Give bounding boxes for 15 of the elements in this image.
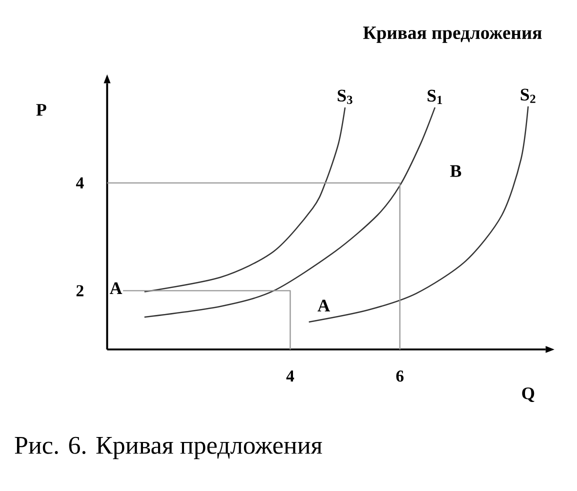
chart-title: Кривая предложения <box>363 26 542 43</box>
series-label: S$_{2}$ <box>520 88 536 103</box>
text: Рис. 6. Кривая предложения <box>14 436 322 459</box>
y-tick-label: 2 <box>76 285 84 296</box>
line-series <box>144 106 436 318</box>
series-label: S$_{1}$ <box>428 90 442 104</box>
series-label: S$_{3}$ <box>338 90 352 104</box>
annotation: A <box>110 282 122 294</box>
x-tick-label: 6 <box>396 370 404 382</box>
line-series <box>144 106 346 292</box>
x-axis-title: Q <box>522 387 534 402</box>
annotation: B <box>450 165 462 177</box>
annotation: A <box>318 300 330 312</box>
y-axis-title: P <box>36 104 46 116</box>
line-series <box>308 106 529 322</box>
